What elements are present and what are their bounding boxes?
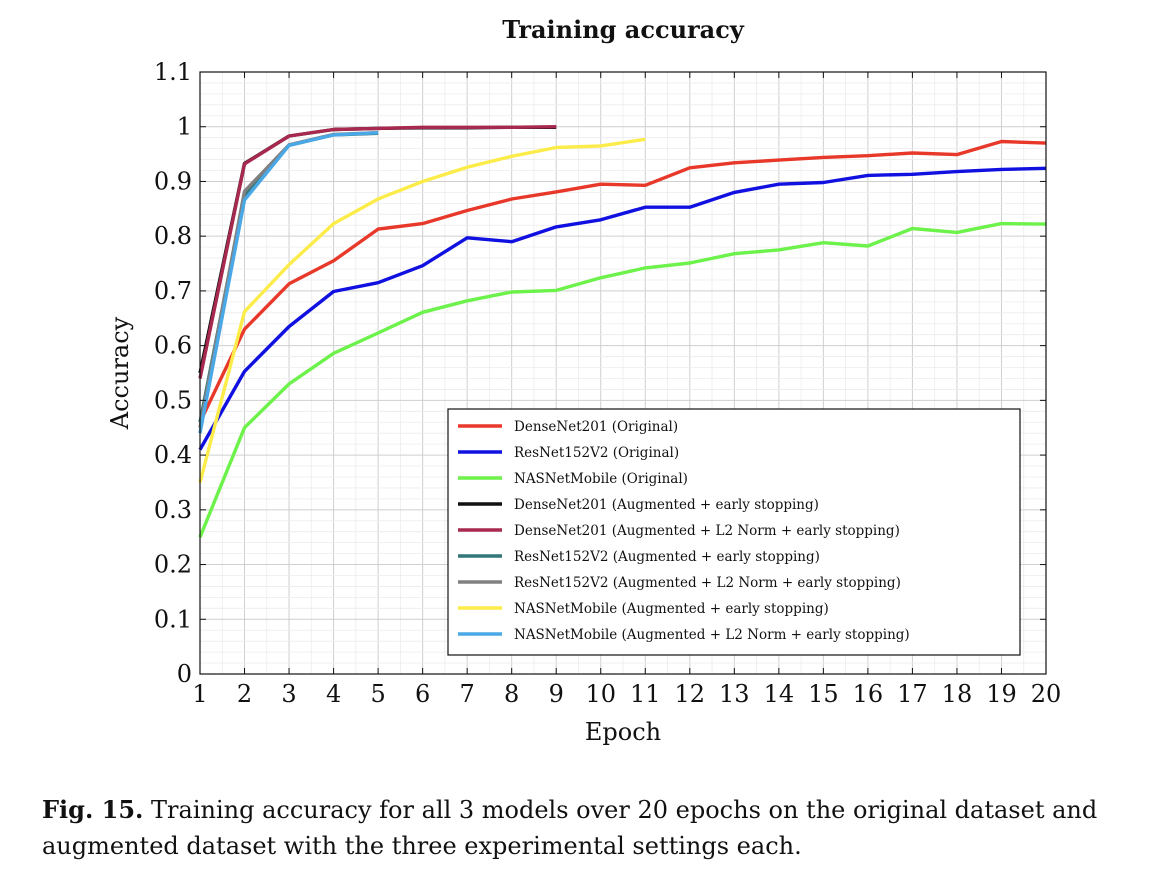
y-tick-label: 0.9: [154, 167, 192, 195]
series-line-9: [198, 131, 379, 434]
legend-label-7: ResNet152V2 (Augmented + L2 Norm + early…: [514, 575, 901, 591]
y-tick-label: 0.7: [154, 277, 192, 305]
y-tick-label: 0.1: [154, 605, 192, 633]
y-tick-label: 0.8: [154, 222, 192, 250]
x-tick-label: 4: [326, 680, 341, 708]
y-tick-label: 0.5: [154, 386, 192, 414]
y-tick-label: 1.1: [154, 58, 192, 86]
y-tick-label: 0: [177, 660, 192, 688]
legend-label-5: DenseNet201 (Augmented + L2 Norm + early…: [514, 523, 900, 539]
y-tick-label: 1: [177, 113, 192, 141]
legend-label-8: NASNetMobile (Augmented + early stopping…: [514, 601, 829, 617]
x-axis-label: Epoch: [585, 718, 661, 746]
series-line-3: [198, 221, 1047, 538]
series-line-8: [198, 137, 646, 483]
legend-label-2: ResNet152V2 (Original): [514, 445, 679, 461]
legend-label-6: ResNet152V2 (Augmented + early stopping): [514, 549, 820, 565]
x-tick-label: 16: [853, 680, 884, 708]
x-tick-label: 9: [549, 680, 564, 708]
legend-box: [447, 408, 1021, 656]
x-tick-label: 2: [237, 680, 252, 708]
legend-label-1: DenseNet201 (Original): [514, 419, 678, 435]
y-tick-labels: 0 0.1 0.2 0.3 0.4 0.5 0.6 0.7 0.8 0.9 1 1.1: [154, 58, 192, 688]
x-tick-label: 17: [897, 680, 928, 708]
x-tick-label: 11: [630, 680, 661, 708]
legend: DenseNet201 (Original) ResNet152V2 (Origi…: [447, 408, 1021, 656]
caption-text: Training accuracy for all 3 models over …: [42, 796, 1098, 860]
caption-label: Fig. 15.: [42, 795, 144, 824]
x-tick-label: 3: [281, 680, 296, 708]
plot-frame: [199, 71, 1047, 675]
x-tick-label: 15: [808, 680, 839, 708]
y-tick-label: 0.2: [154, 551, 192, 579]
x-tick-label: 20: [1031, 680, 1062, 708]
x-tick-label: 12: [675, 680, 706, 708]
y-tick-label: 0.6: [154, 332, 192, 360]
x-tick-label: 19: [986, 680, 1017, 708]
axis-ticks: [199, 71, 1047, 675]
series-line-5: [198, 125, 557, 379]
x-tick-label: 1: [192, 680, 207, 708]
figure-caption: Fig. 15. Training accuracy for all 3 mod…: [42, 792, 1132, 864]
x-tick-label: 8: [504, 680, 519, 708]
training-accuracy-chart: Training accuracy 1 2 3 4 5 6 7 8 9 10 11 12 13 14 15 1…: [106, 15, 1061, 746]
y-tick-label: 0.3: [154, 496, 192, 524]
x-tick-label: 7: [460, 680, 475, 708]
legend-label-3: NASNetMobile (Original): [514, 471, 688, 487]
chart-title: Training accuracy: [502, 15, 745, 44]
x-tick-label: 10: [585, 680, 616, 708]
y-tick-label: 0.4: [154, 441, 192, 469]
series-line-1: [198, 139, 1047, 424]
x-tick-labels: 1 2 3 4 5 6 7 8 9 10 11 12 13 14 15 16 17 18 19 20: [192, 680, 1061, 708]
series-lines: [198, 125, 1047, 538]
legend-label-9: NASNetMobile (Augmented + L2 Norm + earl…: [514, 627, 910, 643]
x-tick-label: 6: [415, 680, 430, 708]
x-tick-label: 18: [942, 680, 973, 708]
x-tick-label: 13: [719, 680, 750, 708]
y-axis-label: Accuracy: [106, 316, 134, 430]
x-tick-label: 14: [764, 680, 795, 708]
legend-label-4: DenseNet201 (Augmented + early stopping): [514, 497, 819, 513]
series-line-2: [198, 166, 1047, 451]
x-tick-label: 5: [370, 680, 385, 708]
